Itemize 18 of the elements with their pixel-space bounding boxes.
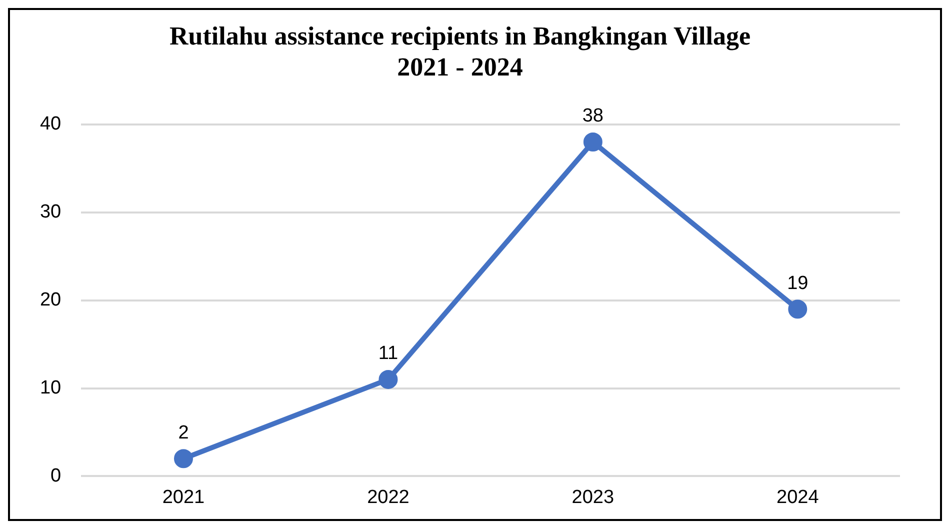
data-label: 2 [178, 422, 189, 444]
chart-title: Rutilahu assistance recipients in Bangkingan Village 2021 - 2024 [169, 21, 751, 82]
point [583, 132, 602, 152]
point [788, 300, 808, 319]
data-label: 11 [378, 343, 398, 364]
point [174, 449, 193, 468]
x-tick-label: 2021 [162, 486, 205, 508]
y-tick-label: 40 [40, 114, 62, 135]
x-tick-label: 2022 [367, 486, 410, 508]
data-label: 19 [787, 272, 808, 294]
x-tick-label: 2023 [572, 486, 614, 508]
y-tick-label: 30 [40, 202, 62, 223]
point [378, 370, 398, 389]
x-tick-label: 2024 [776, 486, 820, 508]
y-tick-label: 20 [40, 290, 62, 311]
data-label: 38 [582, 106, 604, 127]
y-tick-label: 10 [40, 377, 62, 398]
y-tick-label: 0 [50, 465, 62, 486]
